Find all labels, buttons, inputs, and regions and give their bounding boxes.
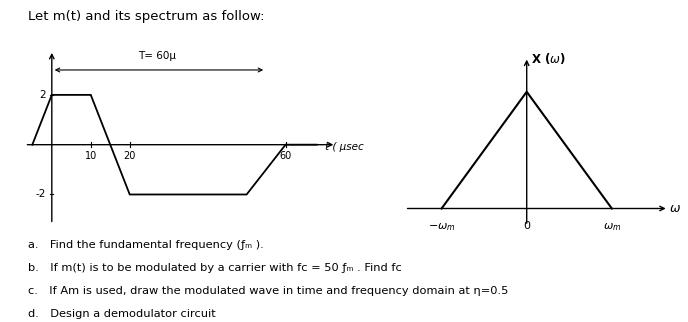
Text: Let m(t) and its spectrum as follow:: Let m(t) and its spectrum as follow:: [28, 10, 264, 23]
Text: 2: 2: [39, 90, 46, 100]
Text: X ($\omega$): X ($\omega$): [531, 51, 566, 66]
Text: T= 60μ: T= 60μ: [138, 51, 176, 61]
Text: 20: 20: [124, 151, 136, 161]
Text: 60: 60: [279, 151, 292, 161]
Text: b. If m(t) is to be modulated by a carrier with fc = 50 ƒₘ . Find fc: b. If m(t) is to be modulated by a carri…: [28, 263, 401, 273]
Text: c. If Am is used, draw the modulated wave in time and frequency domain at η=0.5: c. If Am is used, draw the modulated wav…: [28, 286, 508, 296]
Text: -2: -2: [36, 189, 46, 200]
Text: a. Find the fundamental frequency (ƒₘ ).: a. Find the fundamental frequency (ƒₘ ).: [28, 240, 264, 250]
Text: t ( μsec: t ( μsec: [325, 142, 363, 152]
Text: $-\omega_m$: $-\omega_m$: [428, 221, 455, 233]
Text: $\omega$: $\omega$: [669, 202, 680, 215]
Text: 10: 10: [85, 151, 97, 161]
Text: d. Design a demodulator circuit: d. Design a demodulator circuit: [28, 309, 215, 319]
Text: 0: 0: [523, 221, 530, 231]
Text: $\omega_m$: $\omega_m$: [603, 221, 621, 233]
